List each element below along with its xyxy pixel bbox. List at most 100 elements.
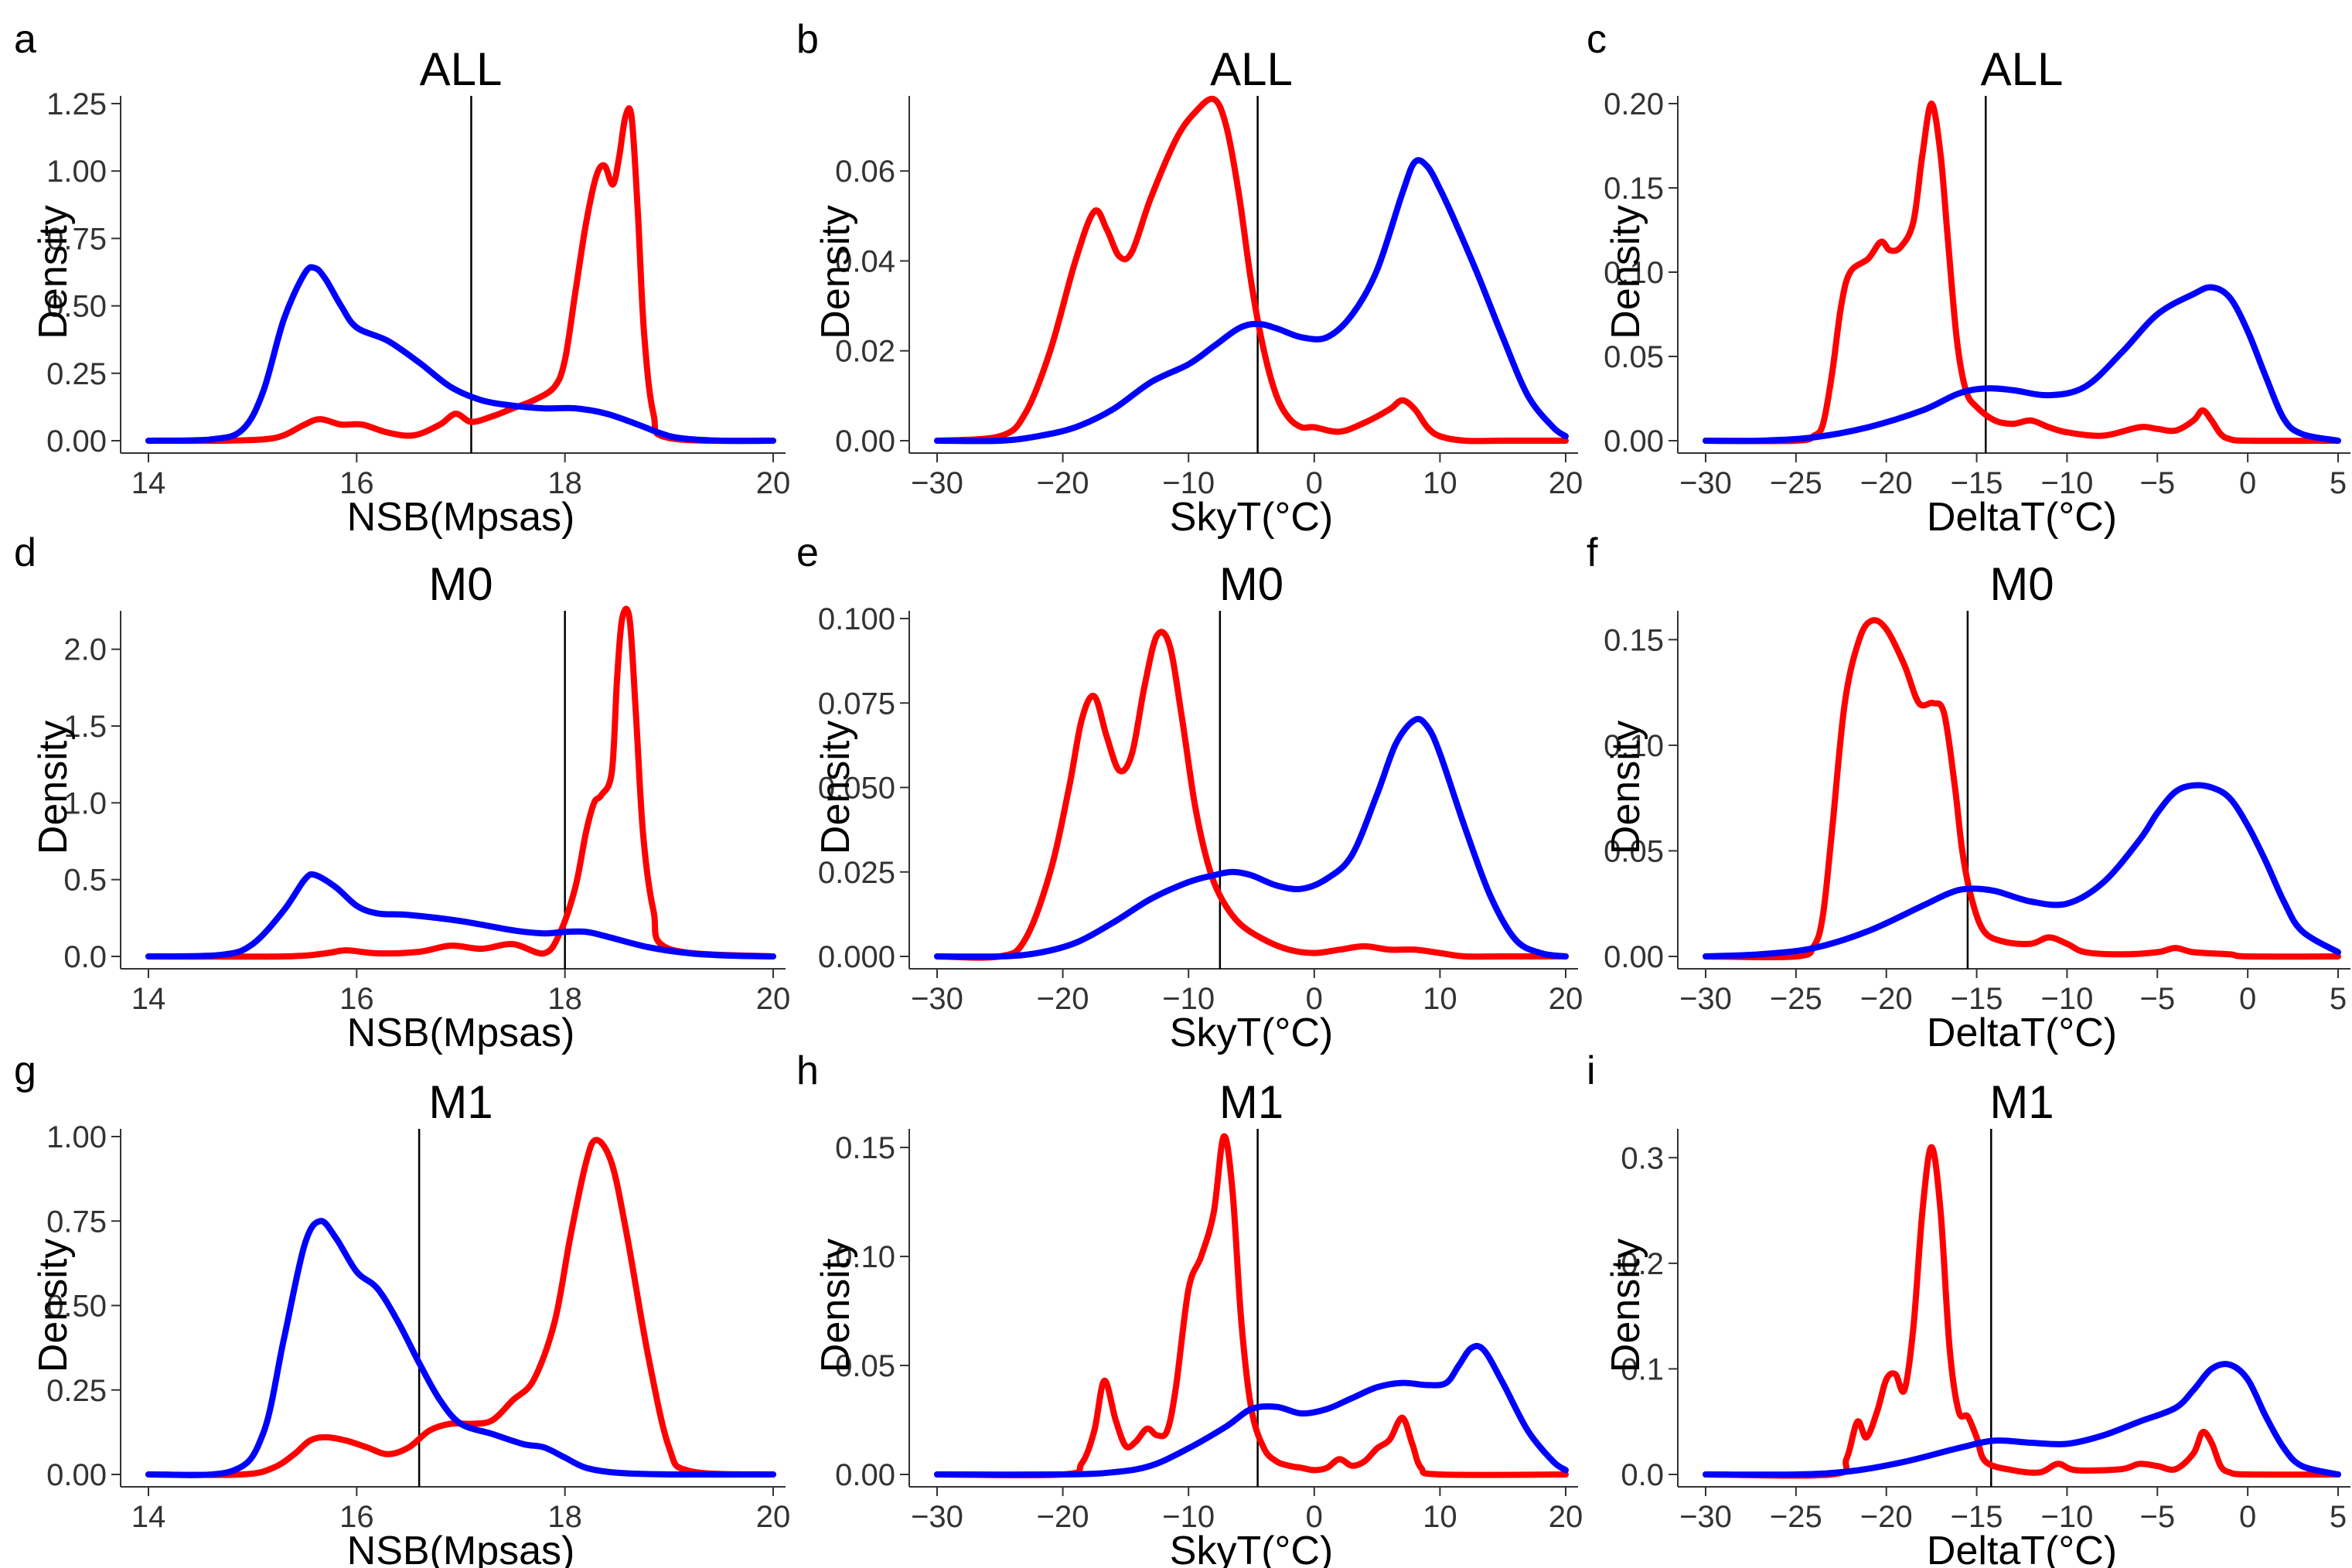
panel-a: 14 16 18 20 0.00 0.25 0.50 0.75 1.00 1.25 a ALL NSB(…: [14, 17, 790, 540]
x-tick-label: −30: [911, 466, 963, 500]
x-tick-label: 20: [1549, 982, 1583, 1016]
y-tick-label: 0.05: [835, 1349, 895, 1383]
x-tick-label: 18: [547, 982, 582, 1016]
x-tick-label: 0: [1306, 982, 1323, 1016]
x-tick-label: 0: [2239, 982, 2256, 1016]
x-axis-label: DeltaT(°C): [1927, 495, 2117, 540]
x-tick-label: −30: [1679, 982, 1732, 1016]
series-line-red: [1703, 101, 2341, 445]
y-tick-label: 1.00: [46, 155, 107, 189]
y-axis-label: Density: [813, 1239, 858, 1372]
x-tick-label: −5: [2139, 1500, 2175, 1534]
series-line-blue: [1703, 782, 2341, 960]
panel-letter: f: [1587, 530, 1598, 575]
y-tick-label: 0.25: [46, 357, 107, 391]
y-tick-label: 0.0: [1621, 1458, 1664, 1492]
series-line-blue: [145, 1218, 776, 1478]
x-tick-label: 20: [1549, 466, 1583, 500]
panel-e: −30 −20 −10 0 10 20 0.000 0.025 0.050 0.075 0.100 e…: [796, 530, 1583, 1055]
series-line-red: [934, 95, 1569, 445]
panel-letter: i: [1587, 1048, 1596, 1093]
x-axis-label: NSB(Mpsas): [347, 495, 575, 540]
x-tick-label: −20: [1037, 982, 1089, 1016]
x-tick-label: 20: [756, 982, 791, 1016]
y-tick-label: 1.25: [46, 87, 107, 121]
x-tick-label: −25: [1770, 466, 1822, 500]
x-tick-label: 14: [131, 1500, 166, 1534]
y-tick-label: 0.20: [1604, 87, 1664, 121]
y-axis-label: Density: [31, 721, 76, 854]
panel-title: M1: [1989, 1076, 2054, 1128]
panel-b: −30 −20 −10 0 10 20 0.00 0.02 0.04 0.06 b ALL SkyT(°…: [796, 17, 1583, 540]
x-tick-label: 0: [1306, 466, 1323, 500]
x-axis-label: NSB(Mpsas): [347, 1011, 575, 1055]
series-line-blue: [1703, 284, 2341, 445]
x-axis-label: NSB(Mpsas): [347, 1529, 575, 1568]
x-axis-label: SkyT(°C): [1170, 1529, 1333, 1568]
y-tick-label: 0.25: [46, 1374, 107, 1408]
y-tick-label: 0.15: [1604, 172, 1664, 206]
series-line-red: [145, 105, 776, 445]
panel-letter: e: [796, 530, 819, 575]
panel-title: ALL: [420, 43, 503, 95]
series-line-blue: [145, 871, 776, 960]
y-axis-label: Density: [813, 205, 858, 339]
y-tick-label: 0.04: [835, 244, 895, 278]
panel-letter: b: [796, 17, 819, 62]
panel-h: −30 −20 −10 0 10 20 0.00 0.05 0.10 0.15 h M1 SkyT(°C…: [796, 1048, 1583, 1568]
x-tick-label: −30: [911, 982, 963, 1016]
panel-d: 14 16 18 20 0.0 0.5 1.0 1.5 2.0 d M0 NSB(Mpsas) Dens…: [14, 530, 790, 1055]
y-tick-label: 1.5: [63, 710, 107, 744]
panel-title: M0: [1989, 558, 2054, 610]
x-tick-label: −20: [1037, 466, 1089, 500]
y-tick-label: 0.000: [818, 940, 895, 974]
panel-title: M0: [1219, 558, 1283, 610]
y-tick-label: 0.10: [1604, 729, 1664, 763]
y-tick-label: 0.50: [46, 290, 107, 324]
x-axis-label: DeltaT(°C): [1927, 1529, 2117, 1568]
x-tick-label: 10: [1423, 982, 1457, 1016]
x-tick-label: 0: [2239, 466, 2256, 500]
panel-letter: d: [14, 530, 36, 575]
x-tick-label: −10: [2040, 982, 2093, 1016]
series-line-red: [934, 629, 1569, 961]
panel-title: M1: [428, 1076, 493, 1128]
x-tick-label: 20: [1549, 1500, 1583, 1534]
y-axis-label: Density: [31, 1239, 76, 1372]
y-tick-label: 0.00: [46, 424, 107, 458]
y-axis-label: Density: [1604, 205, 1648, 339]
series-line-red: [1703, 617, 2341, 961]
y-tick-label: 0.15: [835, 1131, 895, 1165]
y-tick-label: 0.00: [835, 1458, 895, 1492]
panel-letter: c: [1587, 17, 1607, 62]
y-tick-label: 0.1: [1621, 1352, 1664, 1386]
y-tick-label: 0.050: [818, 772, 895, 806]
x-tick-label: −5: [2139, 466, 2175, 500]
y-tick-label: 0.75: [46, 1205, 107, 1239]
series-line-blue: [934, 1342, 1569, 1478]
x-tick-label: −30: [1679, 1500, 1732, 1534]
x-tick-label: −20: [1860, 1500, 1913, 1534]
y-tick-label: 0.06: [835, 155, 895, 189]
panel-title: ALL: [1981, 43, 2064, 95]
y-tick-label: 0.100: [818, 602, 895, 636]
x-tick-label: −20: [1860, 982, 1913, 1016]
x-tick-label: −25: [1770, 982, 1822, 1016]
y-tick-label: 0.00: [1604, 424, 1664, 458]
series-line-red: [1703, 1144, 2341, 1479]
y-tick-label: 0.75: [46, 222, 107, 256]
x-tick-label: −10: [1162, 1500, 1215, 1534]
y-tick-label: 0.025: [818, 856, 895, 890]
x-tick-label: 20: [756, 466, 791, 500]
y-tick-label: 0.00: [835, 424, 895, 458]
y-tick-label: 0.00: [46, 1458, 107, 1492]
y-tick-label: 0.0: [63, 940, 107, 974]
panel-title: M1: [1219, 1076, 1283, 1128]
y-tick-label: 0.10: [835, 1240, 895, 1274]
x-tick-label: 18: [547, 1500, 582, 1534]
x-tick-label: −25: [1770, 1500, 1822, 1534]
y-tick-label: 0.2: [1621, 1247, 1664, 1281]
y-tick-label: 1.00: [46, 1120, 107, 1154]
panel-letter: h: [796, 1048, 819, 1093]
